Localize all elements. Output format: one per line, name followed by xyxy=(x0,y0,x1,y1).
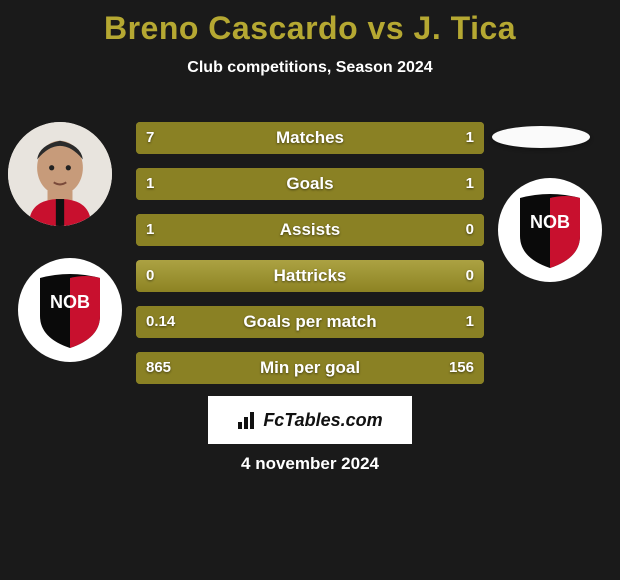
player-head-icon xyxy=(8,122,112,226)
stat-row: 0.141Goals per match xyxy=(136,306,484,338)
nob-shield-icon: NOB xyxy=(516,190,584,270)
stat-label: Hattricks xyxy=(136,260,484,292)
svg-text:NOB: NOB xyxy=(530,212,570,232)
stat-row: 10Assists xyxy=(136,214,484,246)
stat-row: 865156Min per goal xyxy=(136,352,484,384)
branding-badge: FcTables.com xyxy=(208,396,412,444)
comparison-date: 4 november 2024 xyxy=(0,454,620,474)
player-left-avatar xyxy=(8,122,112,226)
chart-icon xyxy=(237,410,257,430)
comparison-title: Breno Cascardo vs J. Tica xyxy=(0,0,620,47)
stat-row: 00Hattricks xyxy=(136,260,484,292)
nob-shield-icon: NOB xyxy=(36,270,104,350)
player-right-club-badge: NOB xyxy=(498,178,602,282)
branding-text: FcTables.com xyxy=(263,410,382,431)
stat-label: Assists xyxy=(136,214,484,246)
player-left-club-badge: NOB xyxy=(18,258,122,362)
stat-label: Goals xyxy=(136,168,484,200)
stat-label: Min per goal xyxy=(136,352,484,384)
stats-container: 71Matches 11Goals 10Assists 00Hattricks 0.14… xyxy=(136,122,484,398)
stat-label: Matches xyxy=(136,122,484,154)
stat-label: Goals per match xyxy=(136,306,484,338)
comparison-subtitle: Club competitions, Season 2024 xyxy=(0,59,620,77)
svg-text:NOB: NOB xyxy=(50,292,90,312)
stat-row: 71Matches xyxy=(136,122,484,154)
stat-row: 11Goals xyxy=(136,168,484,200)
player-right-avatar xyxy=(492,126,590,148)
